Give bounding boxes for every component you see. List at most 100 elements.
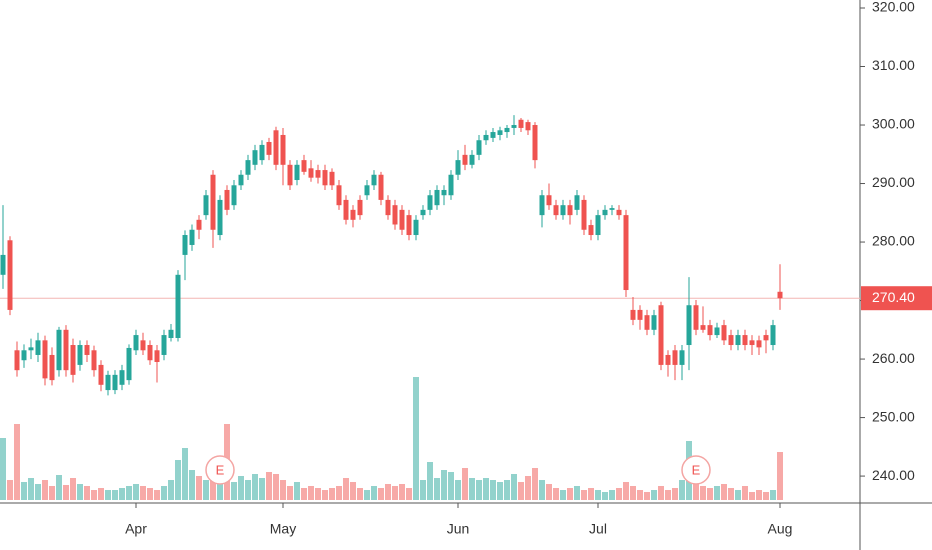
volume-bar [21, 482, 27, 500]
candle-body [420, 209, 426, 216]
volume-bar [196, 476, 202, 500]
volume-bar [413, 377, 419, 500]
candle-body [588, 225, 594, 236]
candle-body [581, 199, 587, 230]
candle-body [602, 209, 608, 216]
volume-bar [364, 490, 370, 500]
volume-bar [308, 486, 314, 500]
candle-body [469, 154, 475, 165]
volume-bar [546, 484, 552, 500]
volume-bar [553, 488, 559, 500]
candle-body [434, 189, 440, 206]
volume-bar [266, 472, 272, 500]
candle-body [231, 185, 237, 206]
candle-body [112, 374, 118, 391]
candle-body [637, 309, 643, 320]
volume-bar [322, 490, 328, 500]
volume-bar [343, 478, 349, 500]
volume-bar [350, 482, 356, 500]
volume-bar [756, 490, 762, 500]
candle-body [56, 329, 62, 371]
volume-bar [252, 474, 258, 500]
y-tick-label: 260.00 [872, 350, 915, 366]
candle-body [280, 134, 286, 165]
candle-body [357, 199, 363, 216]
candle-body [385, 199, 391, 216]
candle-body [371, 174, 377, 186]
candle-body [476, 140, 482, 155]
volume-bar [0, 438, 6, 500]
volume-bar [651, 490, 657, 500]
candle-body [203, 195, 209, 216]
volume-bar [693, 470, 699, 500]
candle-body [770, 325, 776, 346]
candle-body [196, 219, 202, 230]
candle-body [14, 350, 20, 371]
candle-body [693, 305, 699, 330]
volume-bar [336, 486, 342, 500]
volume-bar [665, 490, 671, 500]
earnings-marker [681, 455, 711, 485]
volume-bar [371, 486, 377, 500]
volume-bar [140, 486, 146, 500]
volume-bar [287, 486, 293, 500]
candle-body [742, 335, 748, 346]
candle-body [665, 354, 671, 365]
candle-body [329, 171, 335, 186]
candle-body [721, 325, 727, 341]
volume-bar [441, 470, 447, 500]
volume-bar [84, 486, 90, 500]
volume-bar [560, 490, 566, 500]
volume-bar [210, 472, 216, 500]
volume-bar [532, 468, 538, 500]
candle-body [511, 125, 517, 128]
y-tick-label: 300.00 [872, 116, 915, 132]
volume-bar [469, 478, 475, 500]
volume-bar [728, 488, 734, 500]
volume-bar [259, 478, 265, 500]
volume-bar [574, 486, 580, 500]
candle-body [518, 119, 524, 128]
volume-bar [182, 448, 188, 500]
candle-body [679, 350, 685, 365]
candle-body [707, 325, 713, 336]
volume-bar [273, 474, 279, 500]
volume-bar [770, 490, 776, 500]
candle-body [238, 174, 244, 186]
volume-bar [329, 488, 335, 500]
candle-body [504, 127, 510, 133]
candle-body [224, 189, 230, 210]
candle-body [161, 335, 167, 355]
volume-bar [315, 488, 321, 500]
candle-body [70, 345, 76, 375]
volume-bar [168, 480, 174, 500]
candle-body [735, 335, 741, 346]
candle-body [35, 340, 41, 355]
candle-body [210, 174, 216, 230]
x-tick-label: Jul [589, 521, 607, 537]
volume-bar [504, 480, 510, 500]
volume-bar [679, 480, 685, 500]
candle-body [259, 144, 265, 161]
candle-body [756, 340, 762, 348]
x-tick-label: Jun [447, 521, 470, 537]
y-tick-label: 290.00 [872, 174, 915, 190]
candle-body [651, 315, 657, 330]
candle-body [749, 340, 755, 346]
candle-body [105, 374, 111, 391]
volume-bar [742, 486, 748, 500]
candle-body [336, 185, 342, 206]
volume-bar [406, 488, 412, 500]
candle-body [623, 215, 629, 291]
volume-bar [49, 486, 55, 500]
candle-body [609, 208, 615, 210]
volume-bar [672, 488, 678, 500]
candle-body [322, 170, 328, 186]
candle-body [560, 205, 566, 216]
volume-bar [714, 486, 720, 500]
candle-body [21, 350, 27, 361]
candle-body [392, 205, 398, 225]
volume-bar [133, 484, 139, 500]
volume-bar [721, 484, 727, 500]
volume-bar [462, 468, 468, 500]
